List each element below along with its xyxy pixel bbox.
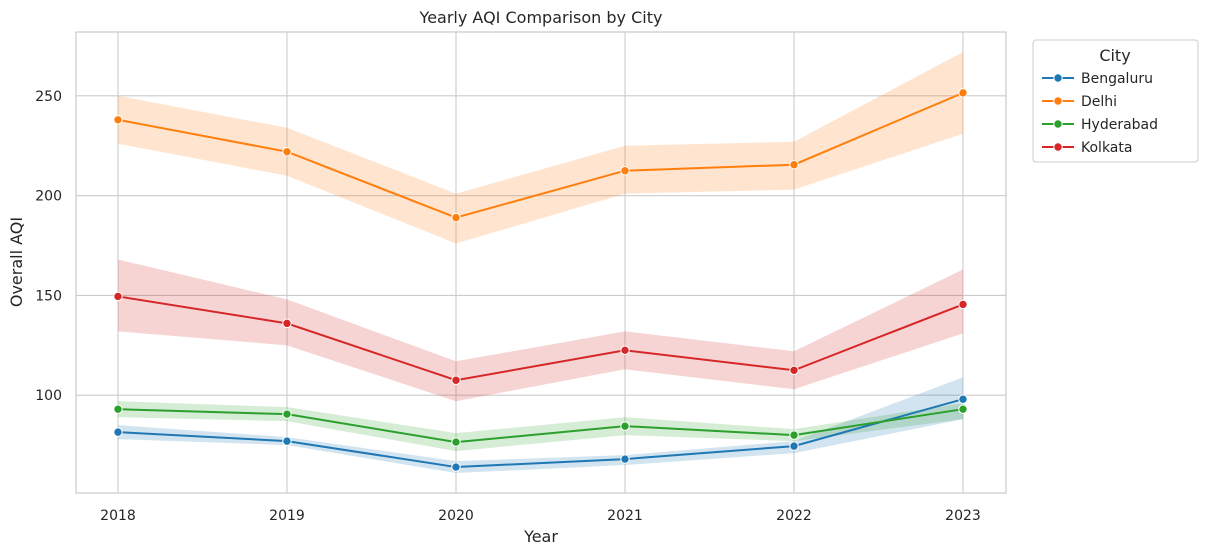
series-line-hyderabad — [117, 408, 964, 444]
data-point-delhi — [789, 160, 799, 170]
data-point-kolkata — [789, 365, 799, 375]
data-point-delhi — [113, 115, 123, 125]
data-point-hyderabad — [958, 404, 968, 414]
y-axis-label: Overall AQI — [7, 217, 26, 307]
plot-area-frame — [75, 31, 1007, 494]
legend-label-kolkata: Kolkata — [1081, 140, 1132, 156]
legend-label-hyderabad: Hyderabad — [1081, 117, 1158, 133]
data-point-delhi — [282, 147, 292, 157]
legend-swatch-marker-delhi — [1053, 96, 1063, 106]
ci-band-kolkata — [118, 259, 963, 402]
data-point-bengaluru — [620, 454, 630, 464]
data-point-kolkata — [620, 345, 630, 356]
legend-label-delhi: Delhi — [1081, 94, 1117, 110]
chart-title: Yearly AQI Comparison by City — [419, 8, 663, 27]
data-point-delhi — [958, 88, 968, 98]
data-point-delhi — [620, 165, 630, 176]
data-point-kolkata — [451, 375, 461, 385]
series-line-delhi — [117, 91, 964, 219]
data-point-bengaluru — [789, 441, 799, 451]
data-point-hyderabad — [789, 430, 799, 440]
data-point-hyderabad — [113, 404, 123, 414]
data-point-hyderabad — [282, 409, 292, 419]
series-line-kolkata — [117, 295, 964, 382]
y-tick-label: 150 — [35, 288, 62, 304]
data-point-hyderabad — [451, 437, 461, 447]
series-line-bengaluru — [117, 398, 964, 469]
y-tick-label: 250 — [35, 89, 62, 105]
data-point-hyderabad — [620, 421, 630, 431]
x-tick-label: 2020 — [438, 508, 474, 524]
legend-swatch-marker-kolkata — [1053, 142, 1063, 152]
data-point-bengaluru — [451, 462, 461, 472]
data-point-kolkata — [113, 291, 123, 302]
legend-frame — [1032, 39, 1199, 163]
data-point-bengaluru — [282, 436, 292, 446]
legend-title: City — [1099, 46, 1130, 65]
y-tick-label: 100 — [35, 388, 62, 404]
x-axis-label: Year — [523, 527, 558, 546]
data-point-bengaluru — [113, 427, 123, 437]
legend-swatch-marker-bengaluru — [1053, 73, 1063, 83]
data-point-bengaluru — [958, 394, 968, 404]
x-tick-label: 2021 — [607, 508, 643, 524]
x-tick-label: 2018 — [100, 508, 136, 524]
data-point-kolkata — [958, 299, 968, 310]
data-point-delhi — [451, 212, 461, 223]
legend-swatch-marker-hyderabad — [1053, 119, 1063, 129]
x-tick-label: 2022 — [776, 508, 812, 524]
x-tick-label: 2019 — [269, 508, 305, 524]
x-tick-label: 2023 — [945, 508, 981, 524]
ci-band-hyderabad — [118, 401, 963, 452]
data-point-kolkata — [282, 318, 292, 329]
legend: City Bengaluru Delhi Hyderabad Kolkata — [1032, 39, 1199, 163]
y-tick-label: 200 — [35, 189, 62, 205]
legend-label-bengaluru: Bengaluru — [1081, 71, 1153, 87]
